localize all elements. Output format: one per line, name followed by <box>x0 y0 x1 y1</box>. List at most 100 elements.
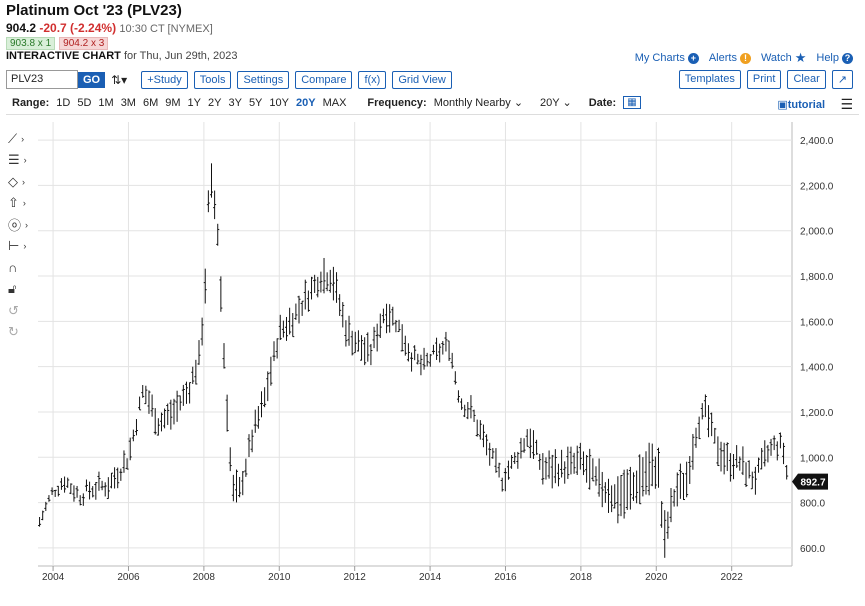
drawing-tools: ⟋ › ☰ › ◇ › ⇧ › ⓞ › ⊢ › ∩ 🔓︎ ↺ ↻ <box>8 128 34 343</box>
range-option[interactable]: 3Y <box>228 96 242 109</box>
x-tick-label: 2018 <box>570 572 593 583</box>
range-option[interactable]: 1Y <box>187 96 201 109</box>
x-tick-label: 2022 <box>721 572 744 583</box>
help-label: Help <box>816 52 839 64</box>
settings-button[interactable]: Settings <box>237 70 290 89</box>
y-tick-label: 1,800.0 <box>800 272 834 283</box>
x-tick-label: 2016 <box>494 572 517 583</box>
symbol-input[interactable]: PLV23 <box>6 70 78 89</box>
x-tick-label: 2010 <box>268 572 291 583</box>
date-label: Date: <box>588 96 617 109</box>
y-tick-label: 1,600.0 <box>800 317 834 328</box>
range-option[interactable]: 5D <box>77 96 92 109</box>
range-option[interactable]: 1M <box>98 96 114 109</box>
alert-icon: ! <box>739 52 751 64</box>
range-option[interactable]: 10Y <box>269 96 289 109</box>
y-tick-label: 2,400.0 <box>800 136 834 147</box>
watch-link[interactable]: Watch ★ <box>761 50 806 66</box>
help-link[interactable]: Help? <box>816 52 853 64</box>
fib-tool-icon[interactable]: ☰ › <box>8 152 27 168</box>
tutorial-label: tutorial <box>787 99 825 111</box>
period-value: 20Y <box>540 97 560 109</box>
my-charts-label: My Charts <box>634 52 685 64</box>
bid-badge: 903.8 x 1 <box>6 37 56 50</box>
quote-time: 10:30 CT [NYMEX] <box>119 23 213 35</box>
shape-tool-icon[interactable]: ◇ › <box>8 173 25 189</box>
clear-button[interactable]: Clear <box>787 70 826 89</box>
x-tick-label: 2008 <box>193 572 216 583</box>
print-button[interactable]: Print <box>746 70 782 89</box>
period-select[interactable]: 20Y ⌄ <box>540 96 572 109</box>
annotation-tool-icon[interactable]: ⓞ › <box>8 218 29 234</box>
range-option[interactable]: 1D <box>56 96 71 109</box>
y-tick-label: 2,000.0 <box>800 227 834 238</box>
menu-icon[interactable]: ☰ <box>840 96 853 112</box>
chevron-down-icon: ⌄ <box>562 97 572 109</box>
x-tick-label: 2004 <box>42 572 65 583</box>
range-option[interactable]: 9M <box>165 96 181 109</box>
watch-label: Watch <box>760 52 792 64</box>
fx-button[interactable]: f(x) <box>358 70 387 89</box>
last-price-marker <box>792 473 828 490</box>
frequency-select[interactable]: Monthly Nearby ⌄ <box>434 96 523 109</box>
y-tick-label: 800.0 <box>800 499 825 510</box>
bid-ask: 903.8 x 1 904.2 x 3 <box>6 37 109 50</box>
study-button[interactable]: +Study <box>141 70 188 89</box>
plus-icon: + <box>687 52 699 64</box>
last-price: 904.2 <box>6 21 37 35</box>
go-button[interactable]: GO <box>78 71 106 88</box>
price-change: -20.7 (-2.24%) <box>39 21 117 35</box>
templates-button[interactable]: Templates <box>678 70 741 89</box>
star-icon: ★ <box>794 50 807 65</box>
chart-toolbar: PLV23 GO ⇅▾ +Study Tools Settings Compar… <box>6 70 452 89</box>
chart-label: INTERACTIVE CHART <box>6 50 121 62</box>
right-toolbar: Templates Print Clear ↗ <box>678 70 853 89</box>
page-title: Platinum Oct '23 (PLV23) <box>6 2 182 19</box>
bar-type-icon[interactable]: ⇅▾ <box>111 72 128 87</box>
chart-heading: INTERACTIVE CHART for Thu, Jun 29th, 202… <box>6 50 238 62</box>
expand-icon[interactable]: ↗ <box>831 70 853 89</box>
last-price-label: 892.7 <box>800 478 825 489</box>
frequency-label: Frequency: <box>367 96 427 109</box>
measure-tool-icon[interactable]: ⊢ › <box>8 238 27 254</box>
arrow-tool-icon[interactable]: ⇧ › <box>8 195 26 211</box>
calendar-icon[interactable]: ▦ <box>623 96 641 109</box>
range-bar: Range: 1D 5D 1M 3M 6M 9M 1Y 2Y 3Y 5Y 10Y 20Y MAX Fre… <box>12 96 641 109</box>
chart-date: for Thu, Jun 29th, 2023 <box>123 50 238 62</box>
y-tick-label: 600.0 <box>800 544 825 555</box>
grid-view-button[interactable]: Grid View <box>392 70 452 89</box>
x-tick-label: 2006 <box>117 572 140 583</box>
range-option[interactable]: MAX <box>322 96 347 109</box>
compare-button[interactable]: Compare <box>295 70 353 89</box>
range-option[interactable]: 3M <box>120 96 136 109</box>
y-tick-label: 1,200.0 <box>800 408 834 419</box>
redo-icon[interactable]: ↻ <box>8 324 19 340</box>
tools-button[interactable]: Tools <box>193 70 232 89</box>
y-tick-label: 1,400.0 <box>800 363 834 374</box>
lock-icon[interactable]: 🔓︎ <box>8 281 17 297</box>
x-tick-label: 2014 <box>419 572 442 583</box>
range-label: Range: <box>12 96 50 109</box>
tutorial-link[interactable]: ▣tutorial <box>777 98 825 111</box>
range-option[interactable]: 2Y <box>208 96 222 109</box>
magnet-icon[interactable]: ∩ <box>8 260 18 276</box>
frequency-value: Monthly Nearby <box>433 97 511 109</box>
ask-badge: 904.2 x 3 <box>59 37 109 50</box>
line-tool-icon[interactable]: ⟋ › <box>8 130 25 146</box>
alerts-link[interactable]: Alerts! <box>709 52 751 64</box>
x-tick-label: 2012 <box>344 572 367 583</box>
divider <box>6 114 859 115</box>
quote-line: 904.2 -20.7 (-2.24%) 10:30 CT [NYMEX] <box>6 21 213 35</box>
undo-icon[interactable]: ↺ <box>8 302 19 318</box>
range-options: 1D 5D 1M 3M 6M 9M 1Y 2Y 3Y 5Y 10Y 20Y MAX <box>56 97 346 109</box>
top-links: My Charts + Alerts! Watch ★ Help? <box>635 50 853 66</box>
chevron-down-icon: ⌄ <box>513 97 524 109</box>
x-tick-label: 2020 <box>645 572 668 583</box>
help-icon: ? <box>842 52 853 64</box>
my-charts-link[interactable]: My Charts + <box>635 52 699 64</box>
range-option[interactable]: 20Y <box>295 96 316 109</box>
range-option[interactable]: 5Y <box>248 96 263 109</box>
y-tick-label: 2,200.0 <box>800 181 834 192</box>
range-option[interactable]: 6M <box>142 96 159 109</box>
